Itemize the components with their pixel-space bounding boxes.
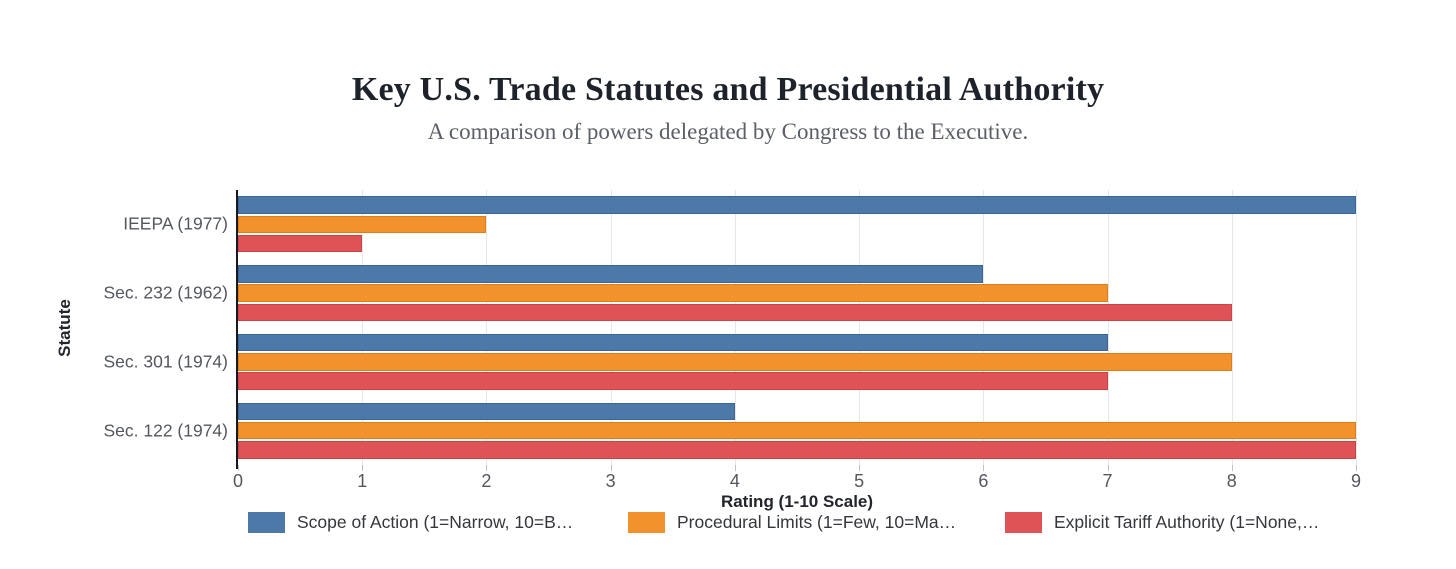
bar: [238, 284, 1108, 302]
x-tick-label: 1: [357, 471, 368, 491]
bar: [238, 421, 1356, 440]
x-axis-tickmark: [734, 465, 736, 471]
x-tick-label: 4: [729, 471, 740, 491]
legend-swatch-icon: [628, 512, 665, 533]
gridline: [610, 190, 612, 465]
y-category-label: Sec. 301 (1974): [103, 351, 228, 372]
gridline: [859, 190, 861, 465]
y-category-label: IEEPA (1977): [123, 213, 228, 234]
x-tick-label: 3: [605, 471, 616, 491]
x-tick-label: 6: [978, 471, 989, 491]
x-axis-title: Rating (1-10 Scale): [720, 492, 874, 511]
x-tick-label: 2: [481, 471, 492, 491]
bar: [238, 234, 363, 253]
legend: Scope of Action (1=Narrow, 10=B… Procedur…: [0, 512, 1456, 542]
y-axis-line: [236, 190, 238, 469]
bar: [238, 196, 1356, 214]
gridline: [983, 190, 985, 465]
legend-item[interactable]: Scope of Action (1=Narrow, 10=B…: [248, 512, 573, 533]
gridline: [1107, 190, 1109, 465]
bar: [238, 303, 1232, 322]
x-tick-label: 0: [232, 471, 244, 491]
x-axis-tickmark: [610, 465, 612, 471]
legend-item[interactable]: Explicit Tariff Authority (1=None,…: [1005, 512, 1319, 533]
bar: [238, 265, 984, 283]
chart-subtitle: A comparison of powers delegated by Cong…: [427, 119, 1029, 144]
gridline: [734, 190, 736, 465]
plot-area: [236, 190, 1357, 471]
bar: [238, 333, 1108, 352]
legend-item[interactable]: Procedural Limits (1=Few, 10=Ma…: [628, 512, 956, 533]
x-axis-tickmark: [362, 465, 364, 471]
bar: [238, 441, 1356, 459]
gridline: [1356, 190, 1357, 465]
legend-swatch-icon: [1005, 512, 1042, 533]
bar: [238, 372, 1108, 390]
x-tick-label: 8: [1226, 471, 1237, 491]
x-axis-tickmark: [983, 465, 985, 471]
y-axis-category-labels: IEEPA (1977) Sec. 232 (1962) Sec. 301 (197…: [0, 190, 228, 465]
gridline: [1231, 190, 1233, 465]
x-axis-tickmark: [1356, 465, 1357, 471]
gridline: [486, 190, 488, 465]
x-tick-label: 9: [1350, 471, 1362, 491]
y-category-label: Sec. 232 (1962): [103, 282, 228, 303]
gridline: [362, 190, 364, 465]
bar: [238, 353, 1232, 371]
bar: [238, 402, 735, 421]
chart-title: Key U.S. Trade Statutes and Presidential…: [351, 70, 1105, 108]
x-tick-label: 5: [854, 471, 865, 491]
legend-swatch-icon: [248, 512, 285, 533]
bar: [238, 215, 487, 234]
x-axis-tickmark: [859, 465, 861, 471]
x-axis-tickmark: [1107, 465, 1109, 471]
legend-label: Procedural Limits (1=Few, 10=Ma…: [677, 512, 957, 532]
x-axis-tickmark: [1231, 465, 1233, 471]
x-axis-tickmark: [238, 465, 239, 471]
y-category-label: Sec. 122 (1974): [103, 420, 228, 441]
x-axis-tickmark: [486, 465, 488, 471]
x-axis-tick-labels: 0 1 2 3 4 5 6 7 8 9: [233, 471, 1361, 493]
legend-label: Scope of Action (1=Narrow, 10=B…: [297, 512, 574, 532]
x-tick-label: 7: [1102, 471, 1113, 491]
legend-label: Explicit Tariff Authority (1=None,…: [1054, 512, 1320, 532]
